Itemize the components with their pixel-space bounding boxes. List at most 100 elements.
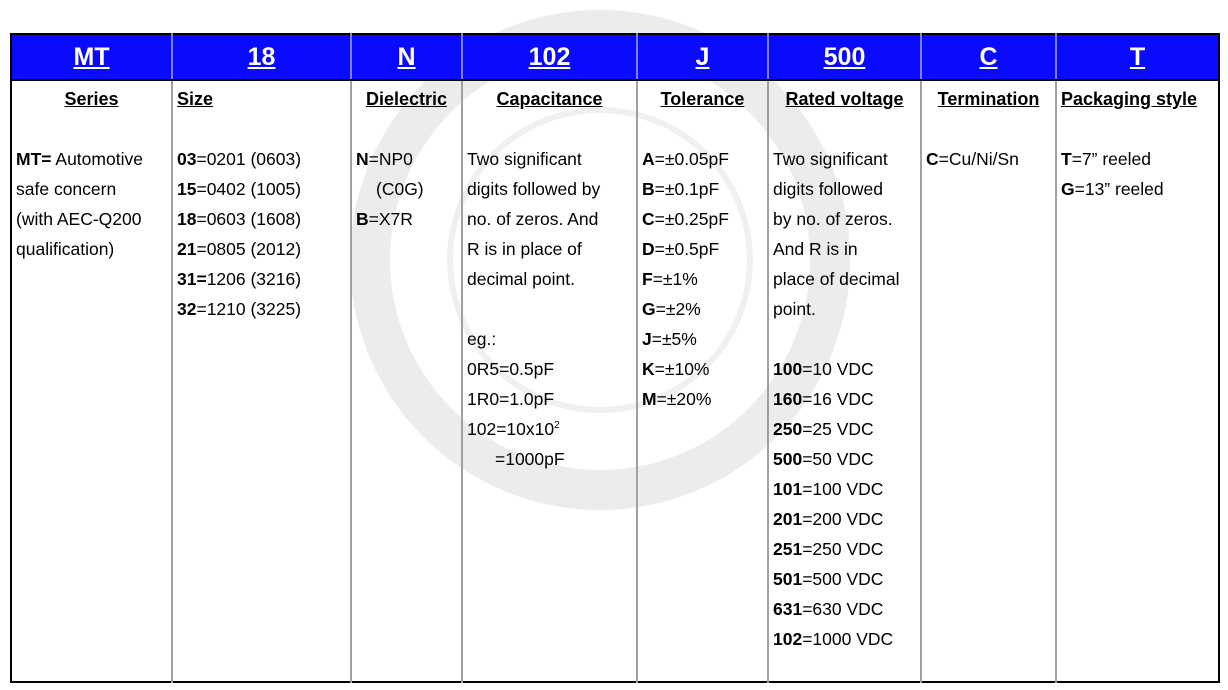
option-text: (C0G): [376, 179, 424, 199]
option-text: =50 VDC: [802, 449, 874, 469]
column-title: Rated voltage: [785, 89, 904, 109]
code-letter: C: [979, 43, 998, 71]
option-code: G: [1061, 179, 1075, 199]
option-line: digits followed: [773, 174, 920, 204]
option-code: 102: [773, 629, 803, 649]
option-text: digits followed: [773, 179, 883, 199]
code-cell: MT: [11, 34, 172, 81]
option-code: 160: [773, 389, 803, 409]
option-line: no. of zeros. And: [467, 204, 636, 234]
option-line: 100=10 VDC: [773, 354, 920, 384]
option-line: C=±0.25pF: [642, 204, 767, 234]
option-text: =500 VDC: [802, 569, 884, 589]
option-text: =±20%: [656, 389, 712, 409]
code-cell: C: [920, 34, 1056, 81]
column-cell: Size 03=0201 (0603) 15=0402 (1005) 18=0603 …: [171, 80, 351, 682]
option-line: R is in place of: [467, 234, 636, 264]
code-letter: N: [397, 43, 416, 71]
option-list: C=Cu/Ni/Sn: [922, 144, 1055, 174]
option-code: 21: [177, 239, 197, 259]
option-text: point.: [773, 299, 816, 319]
option-line: A=±0.05pF: [642, 144, 767, 174]
option-text: decimal point.: [467, 269, 575, 289]
option-text: R is in place of: [467, 239, 582, 259]
option-line: 631=630 VDC: [773, 594, 920, 624]
column-cell: Rated voltage Two significant digits follo…: [767, 80, 921, 682]
option-text: =NP0: [368, 149, 413, 169]
option-code: 15: [177, 179, 197, 199]
column-title: Packaging style: [1061, 89, 1198, 109]
option-code: J: [642, 329, 652, 349]
option-text: =0805 (2012): [196, 239, 302, 259]
option-line: G=±2%: [642, 294, 767, 324]
option-text: =250 VDC: [802, 539, 884, 559]
option-line: B=X7R: [356, 204, 461, 234]
option-code: 201: [773, 509, 803, 529]
option-line: 31=1206 (3216): [177, 264, 350, 294]
option-code: N: [356, 149, 369, 169]
code-letter: 102: [528, 43, 571, 71]
option-line: MT= Automotive: [16, 144, 171, 174]
option-line: M=±20%: [642, 384, 767, 414]
option-line: F=±1%: [642, 264, 767, 294]
option-code: T: [1061, 149, 1072, 169]
code-cell: 18: [171, 34, 351, 81]
option-line: 250=25 VDC: [773, 414, 920, 444]
option-code: 03: [177, 149, 197, 169]
option-line: 160=16 VDC: [773, 384, 920, 414]
option-text: =1000 VDC: [802, 629, 894, 649]
option-line: Two significant: [773, 144, 920, 174]
option-text: 0R5=0.5pF: [467, 359, 555, 379]
option-line: point.: [773, 294, 920, 324]
option-code: MT=: [16, 149, 52, 169]
option-text: And R is in: [773, 239, 858, 259]
option-text: =±0.05pF: [654, 149, 729, 169]
column-title: Size: [177, 89, 214, 109]
option-line: 03=0201 (0603): [177, 144, 350, 174]
code-letter: 500: [823, 43, 866, 71]
option-code: B: [642, 179, 655, 199]
option-text: =25 VDC: [802, 419, 874, 439]
code-cell: N: [350, 34, 462, 81]
option-code: 101: [773, 479, 803, 499]
option-line: B=±0.1pF: [642, 174, 767, 204]
option-line: G=13” reeled: [1061, 174, 1218, 204]
option-line: (C0G): [356, 174, 461, 204]
option-line: D=±0.5pF: [642, 234, 767, 264]
option-text: 1R0=1.0pF: [467, 389, 555, 409]
option-text: by no. of zeros.: [773, 209, 893, 229]
option-code: 251: [773, 539, 803, 559]
option-text: =±2%: [655, 299, 701, 319]
option-text: =100 VDC: [802, 479, 884, 499]
option-line: [773, 324, 920, 354]
code-cell: J: [636, 34, 768, 81]
code-cell: 500: [767, 34, 921, 81]
column-cell: Packaging style T=7” reeled G=13” reeled: [1055, 80, 1219, 682]
column-title: Dielectric: [365, 89, 448, 109]
option-text: =0201 (0603): [196, 149, 302, 169]
option-text: =10 VDC: [802, 359, 874, 379]
option-list: MT= Automotive safe concern (with AEC-Q200…: [12, 144, 171, 264]
code-letter: 18: [247, 43, 276, 71]
option-text: place of decimal: [773, 269, 900, 289]
option-list: Two significant digits followed by no. of …: [463, 144, 636, 474]
option-text: =1000pF: [495, 449, 565, 469]
column-title: Termination: [937, 89, 1040, 109]
option-text: Automotive: [51, 149, 143, 169]
column-cell: Termination C=Cu/Ni/Sn: [920, 80, 1056, 682]
option-line: safe concern: [16, 174, 171, 204]
option-code: 31=: [177, 269, 207, 289]
option-line: C=Cu/Ni/Sn: [926, 144, 1055, 174]
option-line: 201=200 VDC: [773, 504, 920, 534]
option-code: D: [642, 239, 655, 259]
option-text: 102=10x10: [467, 419, 555, 439]
option-code: 100: [773, 359, 803, 379]
option-text: =1210 (3225): [196, 299, 302, 319]
superscript: 2: [554, 420, 560, 432]
option-line: digits followed by: [467, 174, 636, 204]
option-line: And R is in: [773, 234, 920, 264]
option-list: Two significant digits followed by no. of …: [769, 144, 920, 654]
code-row: MT 18 N 102 J 500 C T: [11, 34, 1219, 81]
option-line: =1000pF: [467, 444, 636, 474]
option-list: N=NP0 (C0G) B=X7R: [352, 144, 461, 234]
